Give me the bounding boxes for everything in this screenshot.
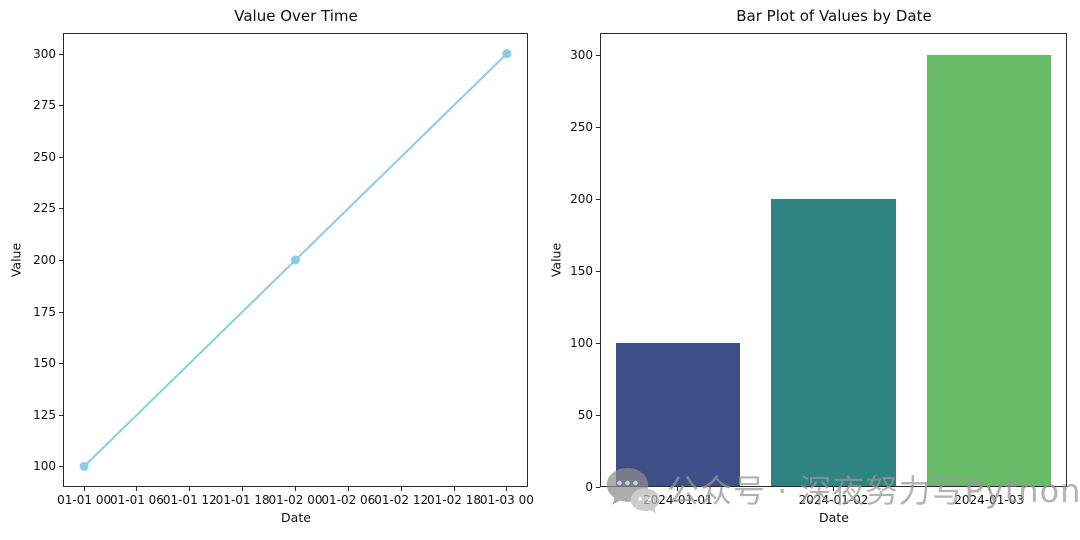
line-chart-x-tick <box>295 487 296 491</box>
line-chart-x-tick <box>136 487 138 491</box>
bar-chart-y-tick <box>596 487 600 488</box>
bar-chart-y-tick-label: 0 <box>585 480 593 494</box>
line-chart-xlabel: Date <box>281 510 311 525</box>
bar-chart-x-tick <box>988 487 990 491</box>
line-chart-y-tick <box>59 53 63 55</box>
bar-chart-x-tick-label: 2024-01-01 <box>642 493 713 507</box>
line-chart-x-tick-label: 01-03 00 <box>479 493 534 507</box>
line-chart-y-tick <box>59 311 63 313</box>
line-chart-y-tick <box>59 105 63 107</box>
line-chart-x-tick <box>83 487 85 491</box>
line-chart-x-tick-label: 01-01 18 <box>215 493 270 507</box>
line-chart-x-tick-label: 01-01 06 <box>109 493 164 507</box>
line-chart-x-tick <box>347 487 349 491</box>
bar-chart-y-tick <box>596 126 600 128</box>
line-chart-x-tick <box>506 487 508 491</box>
line-chart-y-tick <box>59 156 63 158</box>
line-chart-title: Value Over Time <box>234 7 358 25</box>
line-chart-y-tick-label: 100 <box>33 459 56 474</box>
bar-chart-y-tick-label: 150 <box>570 263 593 278</box>
bar-chart-x-tick-label: 2024-01-03 <box>954 493 1025 507</box>
bar-chart-y-tick-label: 200 <box>570 191 593 206</box>
bar-chart-x-tick-label: 2024-01-02 <box>798 493 869 507</box>
line-chart-y-tick <box>59 414 63 416</box>
line-chart-y-tick <box>59 208 63 210</box>
bar-chart-y-tick <box>596 414 600 416</box>
line-chart-y-tick-label: 225 <box>33 201 56 216</box>
line-series <box>79 49 512 471</box>
bar-chart-y-tick <box>596 270 600 272</box>
bar-chart-title: Bar Plot of Values by Date <box>736 7 932 25</box>
line-chart-x-tick-label: 01-02 12 <box>374 493 429 507</box>
bar-chart-y-tick <box>596 342 600 344</box>
bar-2024-01-01 <box>615 342 741 487</box>
line-chart-y-tick-label: 250 <box>33 149 56 164</box>
bar-2024-01-03 <box>926 54 1052 487</box>
bar-chart-x-tick <box>833 487 834 491</box>
bar-chart-y-tick-label: 250 <box>570 119 593 134</box>
bar-chart-y-tick-label: 50 <box>577 407 593 422</box>
line-chart-x-tick-label: 01-01 00 <box>57 493 112 507</box>
line-chart-x-tick-label: 01-02 00 <box>268 493 323 507</box>
bar-chart-x-tick <box>677 487 679 491</box>
line-chart-y-tick <box>59 260 63 261</box>
line-chart-ylabel: Value <box>8 242 24 278</box>
line-chart-x-tick-label: 01-02 06 <box>321 493 376 507</box>
line-chart-y-tick-label: 300 <box>33 46 56 61</box>
bar-2024-01-02 <box>771 198 896 487</box>
line-chart-y-tick-label: 175 <box>33 304 56 319</box>
bar-chart-xlabel: Date <box>819 510 849 525</box>
line-chart-x-tick <box>242 487 244 491</box>
line-chart-x-tick <box>453 487 455 491</box>
line-chart-x-tick-label: 01-01 12 <box>162 493 217 507</box>
line-marker <box>502 49 512 59</box>
bar-chart-y-tick-label: 100 <box>570 335 593 350</box>
bar-chart-ylabel: Value <box>548 242 564 278</box>
line-marker <box>291 255 300 265</box>
line-chart-y-tick-label: 200 <box>33 253 56 267</box>
line-marker <box>79 461 89 471</box>
line-chart-y-tick-label: 125 <box>33 407 56 422</box>
bar-chart-y-tick <box>596 54 600 56</box>
bar-chart-y-tick-label: 300 <box>570 47 593 62</box>
line-chart-x-tick <box>400 487 402 491</box>
bar-chart-y-tick <box>596 198 600 200</box>
line-chart-y-tick-label: 150 <box>33 356 56 371</box>
line-chart-y-tick <box>59 466 63 468</box>
line-chart-x-tick <box>189 487 191 491</box>
line-chart-y-tick <box>59 363 63 365</box>
line-chart-y-tick-label: 275 <box>33 98 56 113</box>
line-chart-x-tick-label: 01-02 18 <box>427 493 481 507</box>
